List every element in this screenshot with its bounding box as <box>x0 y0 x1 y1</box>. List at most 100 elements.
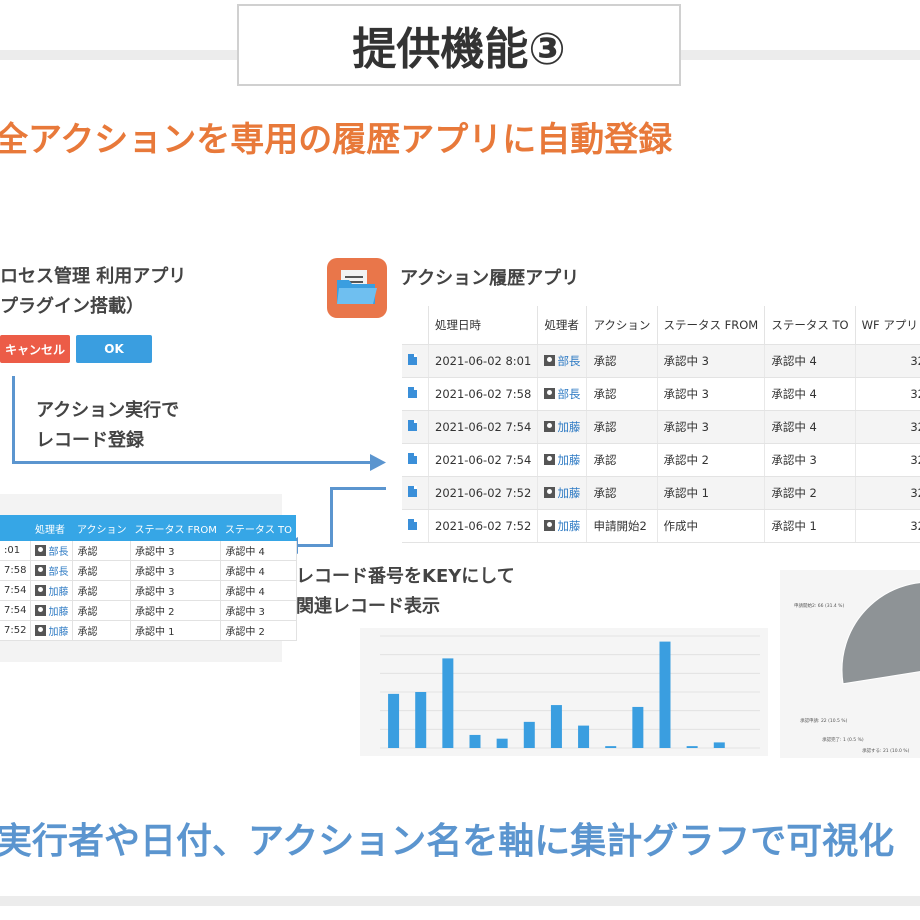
related-column-header-status-from[interactable]: ステータス FROM <box>130 515 221 541</box>
date-cell: 2021-06-02 7:52 <box>428 509 539 543</box>
pie-label: 承認する: 21 (10.0 %) <box>862 747 910 754</box>
user-link[interactable]: 加藤 <box>48 627 69 638</box>
pie-chart: 申請開始2: 66 (31.4 %) 承認申請: 22 (10.5 %) 承認完了:… <box>794 582 920 754</box>
user-cell: 加藤 <box>537 410 588 444</box>
column-header-wf-app-id[interactable]: WF アプリ I <box>855 306 920 345</box>
user-cell: 加藤 <box>537 476 588 510</box>
related-table-row[interactable]: 7:52 加藤 承認 承認中 1 承認中 2 <box>0 620 297 641</box>
wf-app-id-cell: 32 <box>855 344 920 378</box>
user-link[interactable]: 部長 <box>557 387 581 401</box>
time-cell: 7:58 <box>0 560 32 581</box>
document-icon[interactable] <box>408 387 417 398</box>
headline: 全アクションを専用の履歴アプリに自動登録 <box>0 120 673 160</box>
user-link[interactable]: 加藤 <box>557 519 581 533</box>
date-cell: 2021-06-02 7:54 <box>428 410 539 444</box>
status-from-cell: 承認中 2 <box>130 600 222 621</box>
user-icon <box>544 355 556 366</box>
bar[interactable] <box>578 725 590 748</box>
pie-slice[interactable] <box>841 582 920 685</box>
record-detail-cell[interactable] <box>402 509 429 543</box>
date-cell: 2021-06-02 7:52 <box>428 476 539 510</box>
status-to-cell: 承認中 4 <box>764 410 856 444</box>
status-from-cell: 承認中 3 <box>657 410 766 444</box>
user-icon <box>35 545 47 556</box>
related-table-row[interactable]: 7:58 部長 承認 承認中 3 承認中 4 <box>0 560 297 581</box>
bar[interactable] <box>523 721 535 748</box>
record-detail-cell[interactable] <box>402 377 429 411</box>
related-column-header-status-to[interactable]: ステータス TO <box>220 515 297 541</box>
status-to-cell: 承認中 4 <box>764 344 856 378</box>
wf-app-id-cell: 32 <box>855 443 920 477</box>
related-column-header-time[interactable] <box>0 515 31 541</box>
user-link[interactable]: 部長 <box>557 354 581 368</box>
column-header-icon <box>402 306 429 345</box>
column-header-action[interactable]: アクション <box>586 306 658 345</box>
left-app-title-line2: プラグイン搭載） <box>0 296 144 317</box>
action-cell: 申請開始2 <box>586 509 658 543</box>
user-link[interactable]: 加藤 <box>48 607 69 618</box>
ok-button[interactable]: OK <box>76 335 152 363</box>
column-header-status-to[interactable]: ステータス TO <box>764 306 856 345</box>
bar[interactable] <box>496 738 508 748</box>
slide-title: 提供機能③ <box>237 4 681 86</box>
related-table-row[interactable]: 7:54 加藤 承認 承認中 3 承認中 4 <box>0 580 297 601</box>
action-cell: 承認 <box>72 560 131 581</box>
user-link[interactable]: 部長 <box>48 547 69 558</box>
user-link[interactable]: 加藤 <box>557 486 581 500</box>
user-link[interactable]: 部長 <box>48 567 69 578</box>
user-link[interactable]: 加藤 <box>557 420 581 434</box>
bar[interactable] <box>659 641 671 748</box>
related-column-header-action[interactable]: アクション <box>72 515 131 541</box>
arrow-note-line1: アクション実行で <box>36 400 180 421</box>
related-column-header-user[interactable]: 処理者 <box>30 515 73 541</box>
user-link[interactable]: 加藤 <box>557 453 581 467</box>
bar[interactable] <box>550 705 562 748</box>
bar[interactable] <box>442 658 454 748</box>
record-detail-cell[interactable] <box>402 410 429 444</box>
document-icon[interactable] <box>408 420 417 431</box>
action-cell: 承認 <box>72 541 131 561</box>
user-cell: 加藤 <box>537 509 588 543</box>
related-table-row[interactable]: :01 部長 承認 承認中 3 承認中 4 <box>0 541 297 561</box>
column-header-status-from[interactable]: ステータス FROM <box>657 306 766 345</box>
status-from-cell: 承認中 3 <box>130 580 222 601</box>
status-from-cell: 作成中 <box>657 509 766 543</box>
document-icon[interactable] <box>408 486 417 497</box>
user-icon <box>544 454 556 465</box>
bar[interactable] <box>388 693 400 748</box>
history-table: 処理日時 処理者 アクション ステータス FROM ステータス TO WF アプ… <box>402 306 920 543</box>
record-detail-cell[interactable] <box>402 344 429 378</box>
history-app-icon[interactable] <box>327 258 387 318</box>
bar[interactable] <box>415 692 427 748</box>
related-table-row[interactable]: 7:54 加藤 承認 承認中 2 承認中 3 <box>0 600 297 621</box>
action-cell: 承認 <box>586 377 658 411</box>
user-link[interactable]: 加藤 <box>48 587 69 598</box>
pie-label: 承認完了: 1 (0.5 %) <box>822 736 864 743</box>
action-cell: 承認 <box>586 410 658 444</box>
bar[interactable] <box>686 746 698 748</box>
bar[interactable] <box>632 706 644 748</box>
action-cell: 承認 <box>586 443 658 477</box>
record-detail-cell[interactable] <box>402 443 429 477</box>
document-icon[interactable] <box>408 519 417 530</box>
user-icon <box>35 625 47 636</box>
bar[interactable] <box>713 742 725 748</box>
column-header-user[interactable]: 処理者 <box>537 306 588 345</box>
related-table: 処理者 アクション ステータス FROM ステータス TO :01 部長 承認 承認中… <box>0 515 297 641</box>
column-header-date[interactable]: 処理日時 <box>428 306 539 345</box>
record-detail-cell[interactable] <box>402 476 429 510</box>
document-icon[interactable] <box>408 354 417 365</box>
user-cell: 加藤 <box>30 580 74 601</box>
cancel-button[interactable]: キャンセル <box>0 335 70 363</box>
document-icon[interactable] <box>408 453 417 464</box>
user-icon <box>35 585 47 596</box>
bar[interactable] <box>469 734 481 748</box>
bar[interactable] <box>605 746 617 748</box>
user-cell: 部長 <box>30 541 74 561</box>
